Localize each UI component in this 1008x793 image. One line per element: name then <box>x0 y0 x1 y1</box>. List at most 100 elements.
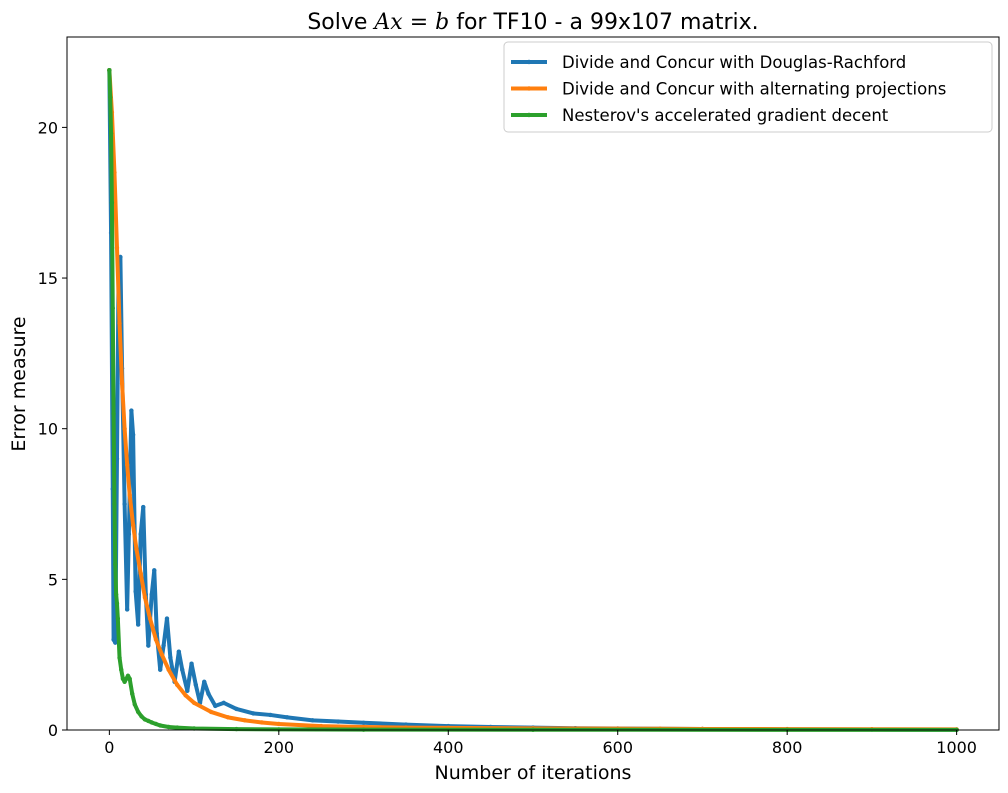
data-point <box>174 725 180 730</box>
legend-label: Nesterov's accelerated gradient decent <box>562 106 889 125</box>
data-point <box>110 305 115 311</box>
legend: Divide and Concur with Douglas-Rachford D… <box>503 41 993 133</box>
data-point <box>189 661 194 666</box>
legend-entries: Divide and Concur with Douglas-Rachford D… <box>511 53 946 125</box>
data-point <box>153 637 159 642</box>
data-point <box>208 709 214 715</box>
x-axis-label: Number of iterations <box>435 762 632 784</box>
data-point <box>124 462 130 468</box>
plot-frame <box>66 36 1000 731</box>
y-axis-label: Error measure <box>8 316 30 451</box>
data-point <box>276 721 282 727</box>
series-3 <box>107 67 959 733</box>
series-line <box>107 68 959 732</box>
data-point <box>168 655 173 660</box>
data-point <box>138 571 143 576</box>
x-tick-label: 200 <box>264 738 295 757</box>
data-point <box>225 715 231 720</box>
x-tick-label: 800 <box>772 738 803 757</box>
data-point <box>158 667 163 672</box>
data-point <box>130 691 135 697</box>
y-tick-label: 20 <box>38 118 58 137</box>
data-point <box>206 691 211 697</box>
data-point <box>141 504 146 510</box>
data-point <box>310 718 315 723</box>
data-point <box>149 720 154 725</box>
data-point <box>119 381 125 386</box>
data-point <box>152 568 157 573</box>
data-point <box>361 720 366 725</box>
legend-marker <box>526 112 532 118</box>
data-point <box>135 709 141 715</box>
data-point <box>335 719 341 724</box>
chart-title: Solve Ax = b for TF10 - a 99x107 matrix. <box>307 10 758 35</box>
data-point <box>180 667 185 672</box>
data-point <box>135 622 141 627</box>
y-tick-label: 5 <box>48 570 58 589</box>
data-point <box>146 643 151 648</box>
data-point <box>153 721 159 727</box>
data-point <box>113 562 118 567</box>
data-point <box>108 95 113 100</box>
data-point <box>122 501 127 507</box>
legend-marker <box>526 86 532 91</box>
data-point <box>112 501 117 507</box>
data-point <box>119 667 124 672</box>
data-point <box>130 522 136 528</box>
data-point <box>142 595 148 600</box>
data-point <box>234 706 239 712</box>
data-point <box>108 131 114 136</box>
data-point <box>113 640 118 645</box>
data-point <box>166 724 171 730</box>
legend-label: Divide and Concur with alternating proje… <box>562 80 946 99</box>
data-point <box>115 616 121 621</box>
series-layer <box>107 67 959 733</box>
y-tick-label: 10 <box>38 420 58 439</box>
data-point <box>134 547 139 552</box>
x-tick-label: 0 <box>104 738 114 757</box>
data-point <box>126 531 132 537</box>
y-axis-ticks: 0 5 10 15 20 <box>38 118 67 740</box>
data-point <box>139 714 144 719</box>
data-point <box>166 667 171 672</box>
legend-label: Divide and Concur with Douglas-Rachford <box>562 53 906 72</box>
data-point <box>174 682 180 687</box>
data-point <box>146 718 151 724</box>
data-point <box>285 715 290 720</box>
data-point <box>164 616 170 621</box>
data-point <box>114 601 120 606</box>
data-point <box>149 592 154 597</box>
data-point <box>127 676 132 681</box>
data-point <box>114 245 120 251</box>
data-point <box>183 693 188 698</box>
data-point <box>107 67 112 73</box>
x-tick-label: 1000 <box>936 738 977 757</box>
data-point <box>234 726 239 732</box>
series-line <box>107 68 959 732</box>
x-tick-label: 600 <box>602 738 633 757</box>
legend-box <box>503 41 993 133</box>
data-point <box>132 702 137 707</box>
data-point <box>142 717 148 722</box>
y-tick-label: 0 <box>48 721 58 740</box>
data-point <box>318 723 324 729</box>
data-point <box>127 492 132 498</box>
data-point <box>130 432 136 437</box>
data-point <box>147 616 153 621</box>
data-point <box>117 321 122 326</box>
data-point <box>158 723 163 728</box>
data-point <box>113 592 119 597</box>
data-point <box>129 408 134 413</box>
data-point <box>111 411 116 416</box>
x-tick-label: 400 <box>433 738 464 757</box>
data-point <box>242 718 248 723</box>
data-point <box>191 700 197 706</box>
data-point <box>133 589 138 594</box>
data-point <box>117 655 122 660</box>
data-point <box>159 652 165 657</box>
x-axis-ticks: 0 200 400 600 800 1000 <box>104 730 977 757</box>
legend-marker <box>526 59 532 65</box>
plot-area <box>107 67 959 733</box>
data-point <box>202 679 207 684</box>
